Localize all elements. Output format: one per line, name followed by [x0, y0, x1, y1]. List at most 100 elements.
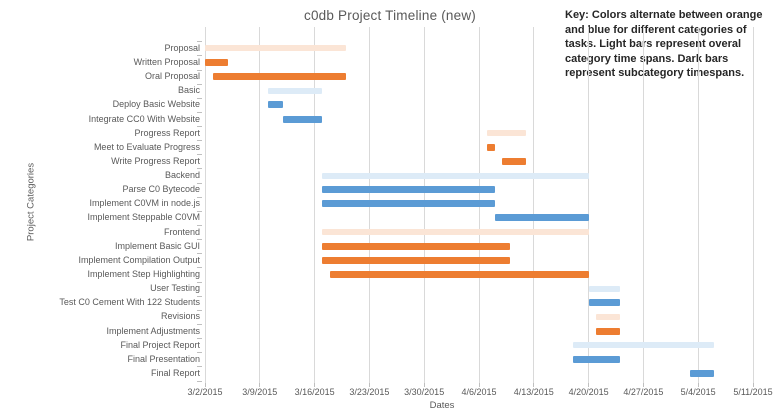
gantt-bar — [596, 313, 620, 320]
y-axis-tick — [197, 324, 202, 326]
gantt-bar — [486, 130, 526, 137]
key-note: Key: Colors alternate between orange and… — [565, 9, 763, 80]
y-axis-tick — [197, 182, 202, 184]
y-axis-tick — [197, 210, 202, 212]
category-label: Oral Proposal — [144, 71, 200, 82]
y-axis-tick — [197, 83, 202, 85]
category-label: Implement Compilation Output — [78, 254, 200, 265]
x-tick-label: 3/30/2015 — [404, 387, 445, 397]
x-axis-tick — [533, 383, 535, 387]
gridline — [204, 27, 206, 383]
gantt-bar — [572, 355, 620, 363]
x-axis-tick — [314, 383, 316, 387]
gantt-bar — [588, 285, 620, 292]
y-axis-tick — [197, 55, 202, 57]
category-label: Implement Steppable C0VM — [87, 212, 200, 223]
gantt-bar — [494, 214, 589, 222]
category-label: Frontend — [163, 226, 200, 237]
category-label: User Testing — [150, 283, 200, 294]
x-axis-tick — [478, 383, 480, 387]
category-label: Implement Basic GUI — [114, 240, 200, 251]
x-tick-label: 3/16/2015 — [294, 387, 335, 397]
gridline — [642, 27, 644, 383]
y-axis-tick — [197, 239, 202, 241]
gantt-bar — [330, 271, 589, 279]
x-axis-tick — [697, 383, 699, 387]
category-label: Deploy Basic Website — [112, 99, 200, 110]
gantt-bar — [502, 157, 526, 165]
category-label: Test C0 Cement With 122 Students — [59, 297, 200, 308]
category-label: Revisions — [160, 311, 200, 322]
gantt-bar — [690, 370, 714, 378]
category-label: Integrate CC0 With Website — [88, 113, 200, 124]
x-tick-label: 3/2/2015 — [187, 387, 223, 397]
gridline — [533, 27, 535, 383]
y-axis-tick — [197, 267, 202, 269]
gantt-bar — [283, 115, 323, 123]
x-axis-tick — [423, 383, 425, 387]
y-axis-tick — [197, 168, 202, 170]
gridline — [314, 27, 316, 383]
x-axis-tick — [588, 383, 590, 387]
y-axis-tick — [197, 126, 202, 128]
y-axis-tick — [197, 69, 202, 71]
x-axis-tick — [368, 383, 370, 387]
gantt-bar — [596, 327, 620, 335]
category-label: Final Presentation — [127, 353, 200, 364]
y-axis-tick — [197, 111, 202, 113]
x-axis-title: Dates — [429, 400, 455, 411]
category-label: Implement C0VM in node.js — [89, 198, 200, 209]
y-axis-tick — [197, 140, 202, 142]
category-label: Final Report — [150, 368, 200, 379]
chart-title: c0db Project Timeline (new) — [304, 8, 476, 23]
gantt-bar — [322, 229, 589, 236]
x-tick-label: 3/9/2015 — [242, 387, 278, 397]
y-axis-tick — [197, 295, 202, 297]
category-label: Parse C0 Bytecode — [122, 184, 200, 195]
x-axis-tick — [642, 383, 644, 387]
y-axis-tick — [197, 41, 202, 43]
category-label: Implement Adjustments — [106, 325, 200, 336]
gantt-bar — [322, 200, 495, 208]
gantt-bar — [322, 256, 511, 264]
y-axis-tick — [197, 338, 202, 340]
x-axis-tick — [259, 383, 261, 387]
gridline — [752, 27, 754, 383]
category-label: Final Project Report — [120, 339, 200, 350]
y-axis-tick — [197, 196, 202, 198]
gantt-bar — [267, 87, 323, 94]
x-tick-label: 5/11/2015 — [733, 387, 773, 397]
category-label: Implement Step Highlighting — [87, 269, 200, 280]
x-tick-label: 3/23/2015 — [349, 387, 390, 397]
y-axis-tick — [197, 366, 202, 368]
gridline — [697, 27, 699, 383]
x-tick-label: 5/4/2015 — [680, 387, 716, 397]
gantt-bar — [588, 299, 620, 307]
category-label: Basic — [177, 85, 200, 96]
category-label: Backend — [164, 170, 200, 181]
x-tick-label: 4/6/2015 — [461, 387, 497, 397]
gantt-bar — [205, 45, 346, 52]
gantt-bar — [486, 143, 495, 151]
y-axis-tick — [197, 380, 202, 382]
gantt-bar — [205, 58, 229, 66]
y-axis-tick — [197, 154, 202, 156]
x-axis-tick — [204, 383, 206, 387]
y-axis-tick — [197, 253, 202, 255]
gantt-bar — [267, 101, 284, 109]
category-label: Written Proposal — [133, 56, 200, 67]
x-tick-label: 4/27/2015 — [623, 387, 664, 397]
y-axis-tick — [197, 97, 202, 99]
y-axis-tick — [197, 309, 202, 311]
category-label: Write Progress Report — [111, 155, 200, 166]
y-axis-tick — [197, 225, 202, 227]
gantt-bar — [212, 73, 346, 81]
gantt-bar — [322, 186, 495, 194]
category-label: Progress Report — [134, 127, 200, 138]
category-label: Meet to Evaluate Progress — [93, 141, 200, 152]
category-label: Proposal — [164, 42, 200, 53]
x-tick-label: 4/20/2015 — [568, 387, 609, 397]
gantt-bar — [322, 242, 511, 250]
x-axis-tick — [752, 383, 754, 387]
